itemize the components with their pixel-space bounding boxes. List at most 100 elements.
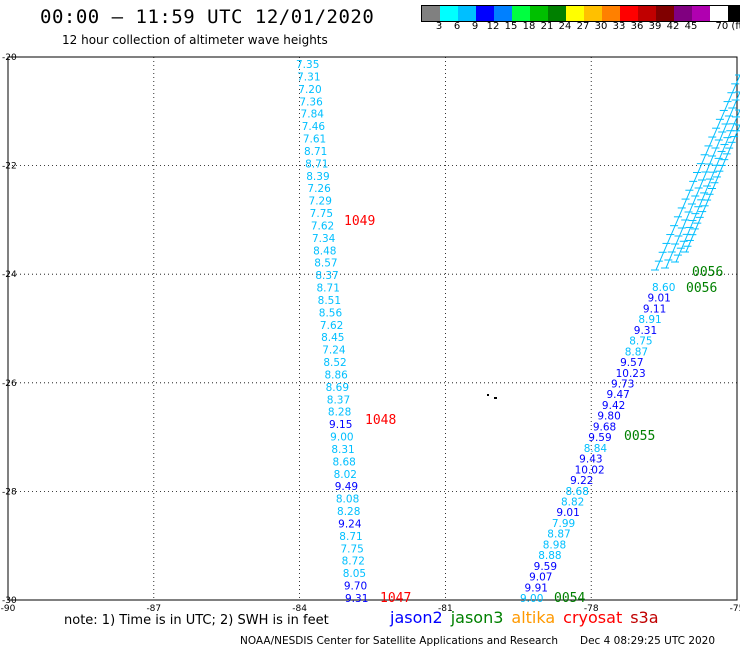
- island-mark: [494, 397, 497, 399]
- wave-height-value: 9.01: [647, 293, 670, 305]
- wave-height-value: 9.22: [570, 475, 593, 487]
- wave-height-value: 9.59: [534, 561, 557, 573]
- latitude-tick-label: -30: [2, 596, 17, 606]
- colorbar-swatch: [728, 6, 740, 21]
- pass-time-label: 1048: [365, 413, 396, 428]
- colorbar-label: 3: [435, 21, 443, 32]
- latitude-tick-label: -22: [2, 162, 17, 172]
- wave-height-value: 9.11: [643, 303, 666, 315]
- wave-height-value: 8.71: [305, 158, 328, 170]
- longitude-tick-label: -84: [292, 604, 307, 614]
- longitude-tick-label: -75: [730, 604, 740, 614]
- wave-height-value: 9.31: [345, 593, 368, 605]
- colorbar-label: 12: [486, 21, 500, 32]
- legend-entry: jason2: [390, 608, 443, 627]
- wave-height-value: 8.68: [332, 456, 355, 468]
- wave-height-value: 8.87: [625, 346, 648, 358]
- wave-height-value: 7.26: [307, 183, 331, 195]
- wave-height-value: 9.68: [593, 421, 616, 433]
- wave-height-value: 8.37: [327, 394, 350, 406]
- colorbar-swatch: [512, 6, 530, 21]
- longitude-tick-label: -87: [146, 604, 161, 614]
- wave-height-value: 8.48: [313, 245, 336, 257]
- colorbar-swatch: [494, 6, 512, 21]
- wave-height-value: 9.00: [330, 432, 353, 444]
- wave-height-value: 8.86: [324, 369, 348, 381]
- colorbar-swatch: [530, 6, 548, 21]
- wave-height-value: 8.56: [319, 307, 343, 319]
- wave-height-value: 9.70: [344, 581, 367, 593]
- colorbar-swatch: [476, 6, 494, 21]
- wave-height-value: 8.05: [343, 568, 366, 580]
- latitude-tick-label: -20: [2, 53, 17, 63]
- wave-height-value: 8.57: [314, 258, 337, 270]
- latitude-tick-label: -28: [2, 487, 17, 497]
- wave-height-value: 9.00: [520, 593, 543, 605]
- wave-height-value: 8.87: [547, 529, 570, 541]
- wave-height-value: 9.42: [602, 400, 625, 412]
- wave-height-value: 9.31: [634, 325, 657, 337]
- pass-time-label: 1049: [344, 214, 375, 229]
- wave-height-value: 8.98: [543, 539, 566, 551]
- island-mark: [487, 394, 489, 396]
- pass-time-label: 0055: [624, 429, 655, 444]
- wave-height-value: 8.60: [652, 282, 675, 294]
- colorbar-swatch: [440, 6, 458, 21]
- map-subtitle: 12 hour collection of altimeter wave hei…: [62, 33, 328, 47]
- wave-height-value: 8.02: [334, 469, 357, 481]
- colorbar-label: 9: [471, 21, 479, 32]
- longitude-tick-label: -81: [438, 604, 453, 614]
- colorbar-label: 27: [576, 21, 590, 32]
- wave-height-value: 8.71: [317, 283, 340, 295]
- wave-height-value: 8.69: [326, 382, 349, 394]
- colorbar-label: 36: [630, 21, 644, 32]
- wave-height-value: 7.46: [302, 121, 326, 133]
- colorbar-label: 15: [504, 21, 518, 32]
- wave-height-value: 9.49: [335, 481, 358, 493]
- wave-height-value: 9.73: [611, 379, 634, 391]
- wave-height-value: 8.37: [315, 270, 338, 282]
- legend-entry: jason3: [450, 608, 504, 627]
- wave-height-value: 7.75: [340, 543, 363, 555]
- wave-height-value: 7.35: [296, 59, 319, 71]
- colorbar-label: 30: [594, 21, 608, 32]
- wave-height-value: 8.28: [328, 407, 351, 419]
- colorbar-swatch: [458, 6, 476, 21]
- colorbar-label: 21: [540, 21, 554, 32]
- colorbar-label: 39: [648, 21, 662, 32]
- colorbar-label: 6: [453, 21, 461, 32]
- latitude-tick-label: -26: [2, 379, 17, 389]
- legend-entry: s3a: [630, 608, 659, 627]
- wave-height-value: 7.84: [301, 109, 325, 121]
- wave-height-value: 10.23: [616, 368, 646, 380]
- wave-height-value: 7.61: [303, 134, 326, 146]
- wave-height-value: 7.75: [310, 208, 333, 220]
- wave-height-value: 8.31: [331, 444, 354, 456]
- wave-height-value: 8.91: [638, 314, 661, 326]
- colorbar-swatch: [566, 6, 584, 21]
- wave-height-value: 9.57: [620, 357, 643, 369]
- colorbar: [421, 5, 740, 22]
- latitude-tick-label: -24: [2, 270, 17, 280]
- pass-time-label: 1047: [380, 591, 411, 606]
- legend-entry: altika: [511, 608, 556, 627]
- longitude-tick-label: -90: [1, 604, 16, 614]
- wave-height-value: 7.36: [299, 96, 323, 108]
- colorbar-label: 70 (ft): [715, 21, 740, 32]
- colorbar-swatch: [674, 6, 692, 21]
- wave-height-value: 9.43: [579, 454, 602, 466]
- colorbar-label: 24: [558, 21, 572, 32]
- wave-height-value: 10.02: [575, 464, 605, 476]
- wave-height-value: 8.51: [318, 295, 341, 307]
- colorbar-swatch: [584, 6, 602, 21]
- wave-height-value: 9.15: [329, 419, 352, 431]
- wave-height-value: 7.31: [297, 71, 320, 83]
- wave-height-value: 8.82: [561, 496, 584, 508]
- map-title: 00:00 – 11:59 UTC 12/01/2020: [40, 6, 375, 28]
- wave-height-value: 7.99: [552, 518, 575, 530]
- wave-height-value: 8.52: [323, 357, 346, 369]
- wave-height-value: 7.34: [312, 233, 336, 245]
- note-text: note: 1) Time is in UTC; 2) SWH is in fe…: [64, 613, 329, 628]
